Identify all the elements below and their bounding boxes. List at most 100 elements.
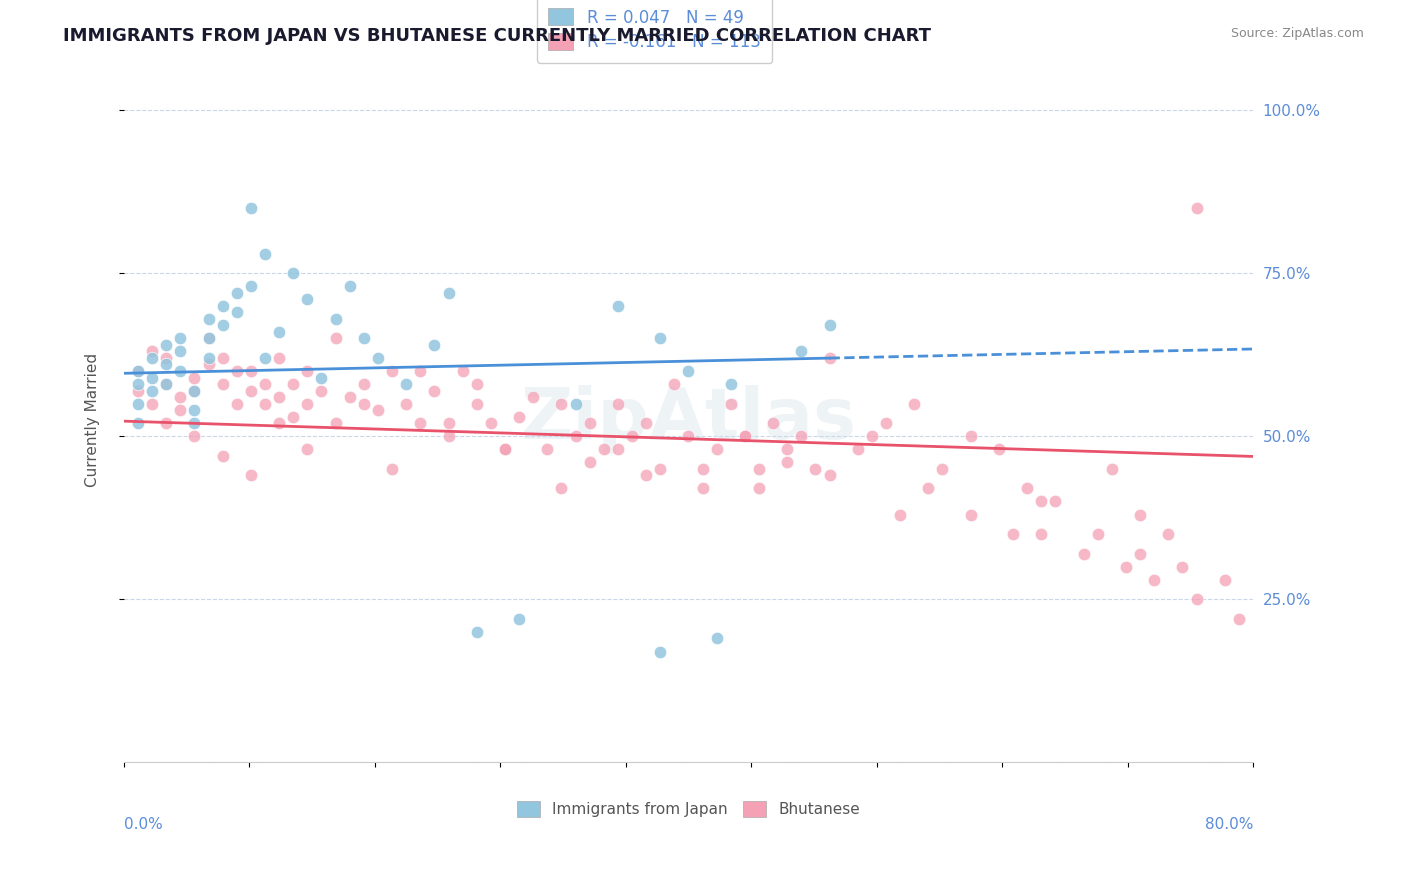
Point [931, 462, 953, 476]
Point [254, 397, 277, 411]
Point [269, 325, 291, 339]
Point [183, 429, 205, 443]
Point [155, 338, 177, 352]
Point [254, 246, 277, 260]
Y-axis label: Currently Married: Currently Married [86, 353, 100, 487]
Point [578, 416, 600, 430]
Point [169, 364, 191, 378]
Point [239, 384, 262, 398]
Point [692, 482, 714, 496]
Point [804, 462, 827, 476]
Point [353, 331, 375, 345]
Text: Source: ZipAtlas.com: Source: ZipAtlas.com [1230, 27, 1364, 40]
Point [339, 390, 361, 404]
Point [664, 377, 686, 392]
Point [197, 331, 219, 345]
Point [1129, 508, 1152, 522]
Point [395, 377, 418, 392]
Point [720, 397, 742, 411]
Point [536, 442, 558, 457]
Point [1213, 573, 1236, 587]
Point [353, 397, 375, 411]
Point [917, 482, 939, 496]
Point [127, 377, 149, 392]
Point [592, 442, 614, 457]
Point [959, 508, 981, 522]
Point [1031, 527, 1053, 541]
Point [875, 416, 897, 430]
Point [734, 429, 756, 443]
Point [183, 403, 205, 417]
Point [325, 331, 347, 345]
Point [423, 338, 446, 352]
Point [508, 409, 530, 424]
Point [127, 384, 149, 398]
Point [395, 397, 418, 411]
Point [311, 384, 333, 398]
Point [283, 377, 305, 392]
Point [155, 377, 177, 392]
Point [169, 344, 191, 359]
Text: 80.0%: 80.0% [1205, 817, 1253, 832]
Point [353, 377, 375, 392]
Point [141, 384, 163, 398]
Point [437, 416, 460, 430]
Point [1143, 573, 1166, 587]
Point [339, 279, 361, 293]
Point [211, 299, 233, 313]
Point [1185, 592, 1208, 607]
Point [225, 397, 247, 411]
Point [183, 370, 205, 384]
Point [197, 331, 219, 345]
Point [155, 416, 177, 430]
Point [1017, 482, 1039, 496]
Point [269, 351, 291, 365]
Point [762, 416, 785, 430]
Legend: Immigrants from Japan, Bhutanese: Immigrants from Japan, Bhutanese [510, 795, 866, 823]
Point [987, 442, 1010, 457]
Point [325, 311, 347, 326]
Point [269, 390, 291, 404]
Point [155, 377, 177, 392]
Text: IMMIGRANTS FROM JAPAN VS BHUTANESE CURRENTLY MARRIED CORRELATION CHART: IMMIGRANTS FROM JAPAN VS BHUTANESE CURRE… [63, 27, 931, 45]
Point [606, 442, 628, 457]
Point [790, 429, 813, 443]
Point [197, 311, 219, 326]
Point [606, 397, 628, 411]
Point [127, 397, 149, 411]
Point [367, 351, 389, 365]
Point [141, 397, 163, 411]
Point [790, 344, 813, 359]
Point [409, 416, 432, 430]
Point [225, 364, 247, 378]
Point [381, 364, 404, 378]
Point [1171, 559, 1194, 574]
Point [776, 455, 799, 469]
Point [239, 201, 262, 215]
Point [183, 384, 205, 398]
Point [437, 429, 460, 443]
Point [127, 416, 149, 430]
Point [141, 344, 163, 359]
Point [1115, 559, 1137, 574]
Point [1002, 527, 1025, 541]
Point [183, 416, 205, 430]
Point [465, 397, 488, 411]
Text: ZipAtlas: ZipAtlas [520, 385, 856, 454]
Point [297, 364, 319, 378]
Point [297, 397, 319, 411]
Point [1101, 462, 1123, 476]
Point [211, 318, 233, 333]
Point [269, 416, 291, 430]
Point [1227, 612, 1250, 626]
Point [720, 377, 742, 392]
Point [155, 358, 177, 372]
Point [564, 397, 586, 411]
Point [283, 266, 305, 280]
Point [846, 442, 869, 457]
Point [550, 482, 572, 496]
Point [127, 364, 149, 378]
Point [381, 462, 404, 476]
Point [606, 299, 628, 313]
Point [1073, 547, 1095, 561]
